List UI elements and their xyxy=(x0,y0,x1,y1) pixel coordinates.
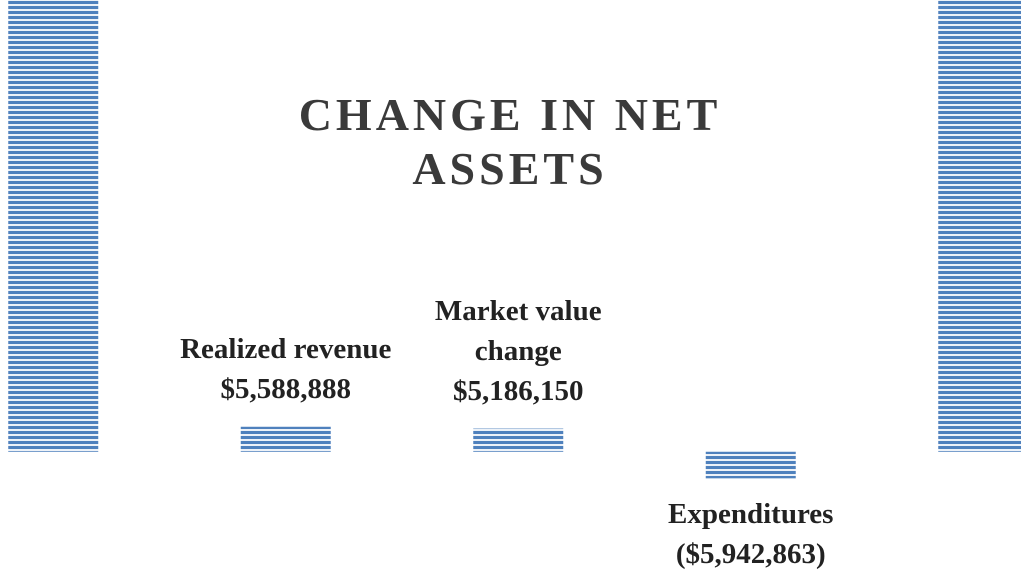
value-label: ($5,942,863) xyxy=(675,538,826,571)
bar xyxy=(8,0,99,452)
bar xyxy=(240,426,331,452)
bar xyxy=(705,451,796,479)
category-label: Expenditures xyxy=(668,498,834,531)
category-label: Market value change xyxy=(434,294,602,367)
bar xyxy=(938,0,1021,452)
bar xyxy=(473,428,564,452)
value-label: $5,588,888 xyxy=(220,372,352,405)
value-label: $5,186,150 xyxy=(453,374,584,407)
category-label: Realized revenue xyxy=(180,332,392,365)
chart-title: CHANGE IN NET ASSETS xyxy=(298,89,722,194)
